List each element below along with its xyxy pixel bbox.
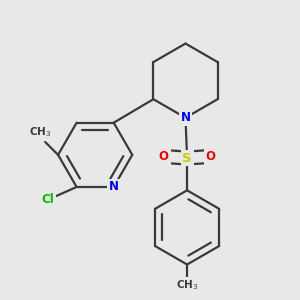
Text: O: O: [159, 150, 169, 163]
Text: O: O: [205, 150, 215, 163]
Text: S: S: [182, 152, 192, 165]
Text: CH$_3$: CH$_3$: [176, 279, 198, 292]
Text: N: N: [109, 181, 119, 194]
Text: Cl: Cl: [42, 194, 55, 206]
Text: CH$_3$: CH$_3$: [29, 125, 52, 139]
Text: N: N: [181, 111, 190, 124]
